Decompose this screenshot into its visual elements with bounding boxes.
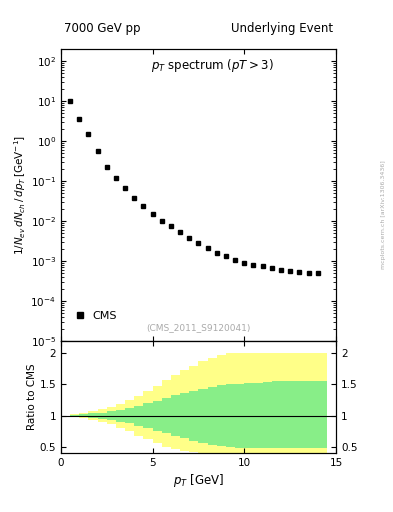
Text: mcplots.cern.ch [arXiv:1306.3436]: mcplots.cern.ch [arXiv:1306.3436] <box>381 161 386 269</box>
CMS <box>105 164 109 170</box>
CMS <box>215 249 219 255</box>
Text: Underlying Event: Underlying Event <box>231 23 333 35</box>
Line: CMS: CMS <box>68 98 320 276</box>
CMS <box>150 210 155 217</box>
Text: (CMS_2011_S9120041): (CMS_2011_S9120041) <box>146 323 251 332</box>
Text: $p_T$ spectrum $(pT > 3)$: $p_T$ spectrum $(pT > 3)$ <box>151 57 274 74</box>
CMS <box>86 131 91 137</box>
CMS <box>270 265 274 271</box>
CMS <box>95 148 100 154</box>
CMS <box>279 267 283 273</box>
CMS <box>260 263 265 269</box>
CMS <box>315 270 320 276</box>
CMS <box>251 262 256 268</box>
CMS <box>132 195 137 201</box>
CMS <box>233 257 237 263</box>
Y-axis label: Ratio to CMS: Ratio to CMS <box>27 364 37 430</box>
CMS <box>297 269 302 275</box>
CMS <box>306 270 311 276</box>
Y-axis label: $1/N_{ev}\,dN_{ch}\,/\,dp_{T}\,[\mathrm{GeV}^{-1}]$: $1/N_{ev}\,dN_{ch}\,/\,dp_{T}\,[\mathrm{… <box>12 135 28 255</box>
CMS <box>178 229 182 235</box>
CMS <box>169 223 173 229</box>
CMS <box>114 175 118 181</box>
CMS <box>160 218 164 224</box>
CMS <box>68 98 72 104</box>
CMS <box>77 116 82 122</box>
CMS <box>196 240 201 246</box>
CMS <box>123 185 127 191</box>
Text: 7000 GeV pp: 7000 GeV pp <box>64 23 140 35</box>
CMS <box>224 253 228 259</box>
Legend: CMS: CMS <box>77 310 116 321</box>
CMS <box>242 260 247 266</box>
CMS <box>141 202 146 208</box>
CMS <box>288 268 292 274</box>
CMS <box>205 245 210 251</box>
CMS <box>187 234 192 241</box>
X-axis label: $p_T$ [GeV]: $p_T$ [GeV] <box>173 472 224 489</box>
